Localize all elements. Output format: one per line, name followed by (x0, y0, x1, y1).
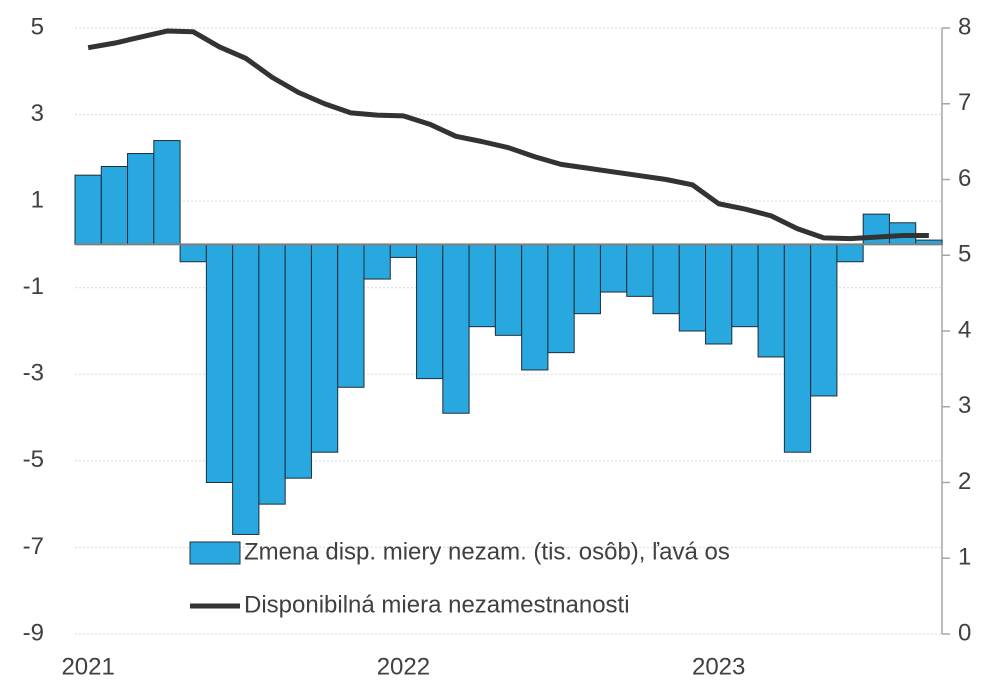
bar (599, 243, 628, 293)
x-tick-label: 2022 (377, 653, 430, 680)
x-tick-label: 2023 (692, 653, 745, 680)
bar (310, 243, 339, 453)
y-tick-label: 1 (31, 186, 44, 213)
bar (258, 243, 286, 505)
bar (100, 166, 129, 245)
bar (573, 243, 601, 315)
legend-label: Zmena disp. miery nezam. (tis. osôb), ľa… (244, 538, 730, 565)
y-tick-label: -1 (23, 273, 44, 300)
bar (74, 174, 102, 245)
line (87, 28, 929, 242)
bar (652, 243, 680, 315)
bar (468, 243, 496, 328)
bar (337, 243, 365, 388)
bar (494, 243, 523, 336)
bar (127, 153, 155, 245)
bar (205, 243, 234, 483)
y2-tick-label: 4 (958, 316, 971, 343)
bar (757, 243, 785, 358)
y2-tick-label: 1 (958, 544, 971, 571)
y2-tick-label: 2 (958, 468, 971, 495)
bar (153, 140, 181, 245)
y-tick-label: 5 (31, 13, 44, 40)
bar (705, 243, 733, 345)
y-tick-label: -9 (23, 619, 44, 646)
y2-tick-label: 5 (958, 241, 971, 268)
bar (836, 243, 864, 263)
y2-tick-label: 6 (958, 165, 971, 192)
y2-tick-label: 3 (958, 392, 971, 419)
legend-label: Disponibilná miera nezamestnanosti (244, 591, 630, 618)
y2-tick-label: 7 (958, 89, 971, 116)
bar (626, 243, 654, 297)
bar (810, 243, 838, 397)
y2-tick-label: 0 (958, 619, 971, 646)
bar (547, 243, 575, 354)
bar (389, 243, 418, 258)
y-tick-label: 3 (31, 100, 44, 127)
x-tick-label: 2021 (61, 653, 114, 680)
bar (179, 243, 207, 263)
y2-tick-label: 8 (958, 13, 971, 40)
y-tick-label: -3 (23, 360, 44, 387)
bar (232, 243, 260, 535)
legend-swatch (189, 541, 241, 565)
y-tick-label: -7 (23, 533, 44, 560)
bar (363, 243, 391, 280)
y-tick-label: -5 (23, 446, 44, 473)
bar (284, 243, 312, 479)
bar (416, 243, 444, 380)
bar (678, 243, 707, 332)
bar (442, 243, 470, 414)
bar (521, 243, 549, 371)
bar (731, 243, 759, 328)
bar (783, 243, 812, 453)
